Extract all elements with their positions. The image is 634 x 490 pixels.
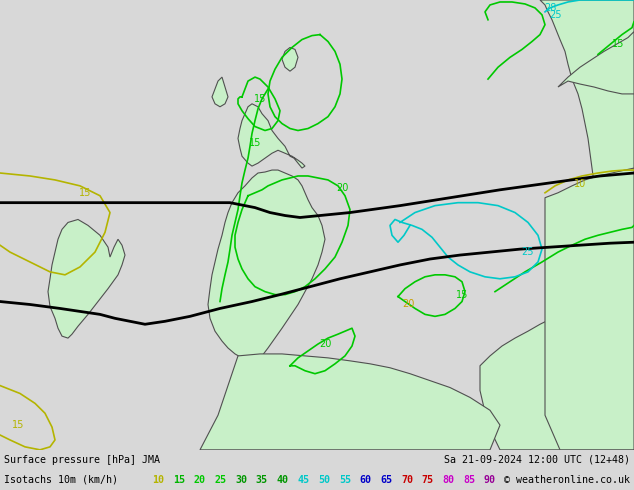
- Text: 25: 25: [522, 247, 534, 257]
- Text: 10: 10: [574, 179, 586, 189]
- Text: 20: 20: [319, 339, 331, 349]
- Polygon shape: [545, 168, 634, 450]
- Polygon shape: [208, 170, 325, 361]
- Text: 15: 15: [254, 94, 266, 104]
- Text: 75: 75: [422, 475, 434, 485]
- Text: 15: 15: [249, 138, 261, 148]
- Text: 65: 65: [380, 475, 392, 485]
- Polygon shape: [480, 282, 634, 450]
- Text: 55: 55: [339, 475, 351, 485]
- Text: 80: 80: [443, 475, 455, 485]
- Polygon shape: [540, 0, 634, 183]
- Text: 60: 60: [359, 475, 372, 485]
- Text: 15: 15: [456, 290, 468, 299]
- Text: Surface pressure [hPa] JMA: Surface pressure [hPa] JMA: [4, 455, 160, 465]
- Text: 15: 15: [612, 40, 624, 49]
- Text: 35: 35: [256, 475, 268, 485]
- Text: 20: 20: [402, 299, 414, 310]
- Text: 85: 85: [463, 475, 476, 485]
- Text: 25: 25: [214, 475, 226, 485]
- Polygon shape: [282, 48, 298, 71]
- Text: 10: 10: [152, 475, 164, 485]
- Text: 15: 15: [79, 188, 91, 198]
- Text: 15: 15: [172, 475, 184, 485]
- Polygon shape: [48, 220, 125, 338]
- Text: © weatheronline.co.uk: © weatheronline.co.uk: [504, 475, 630, 485]
- Text: 40: 40: [276, 475, 288, 485]
- Text: 50: 50: [318, 475, 330, 485]
- Text: 90: 90: [484, 475, 496, 485]
- Polygon shape: [558, 32, 634, 94]
- Text: 70: 70: [401, 475, 413, 485]
- Text: 25: 25: [549, 10, 561, 20]
- Text: Isotachs 10m (km/h): Isotachs 10m (km/h): [4, 475, 118, 485]
- Text: 28: 28: [544, 3, 556, 13]
- Text: 30: 30: [235, 475, 247, 485]
- Text: 20: 20: [193, 475, 205, 485]
- Polygon shape: [238, 104, 305, 168]
- Text: 45: 45: [297, 475, 309, 485]
- Polygon shape: [200, 354, 500, 450]
- Text: Sa 21-09-2024 12:00 UTC (12+48): Sa 21-09-2024 12:00 UTC (12+48): [444, 455, 630, 465]
- Text: 20: 20: [336, 183, 348, 193]
- Polygon shape: [212, 77, 228, 107]
- Text: 15: 15: [12, 420, 24, 430]
